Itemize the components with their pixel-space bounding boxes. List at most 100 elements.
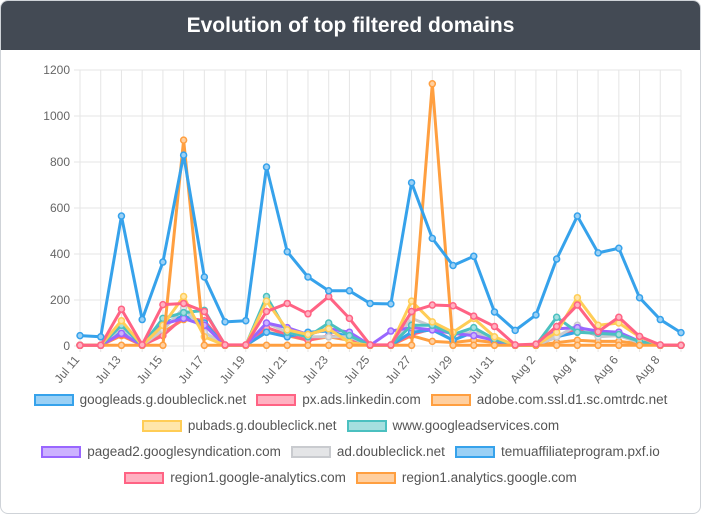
data-point <box>283 247 291 256</box>
legend-item[interactable]: adobe.com.ssl.d1.sc.omtrdc.net <box>430 392 668 407</box>
legend-item[interactable]: googleads.g.doubleclick.net <box>33 392 247 407</box>
data-point <box>159 341 167 350</box>
data-point <box>283 326 291 334</box>
data-point <box>490 308 499 316</box>
chart-title: Evolution of top filtered domains <box>186 13 515 37</box>
data-point <box>324 325 333 333</box>
data-point <box>96 333 105 341</box>
y-tick-label: 400 <box>50 247 70 261</box>
data-point <box>262 163 271 171</box>
legend-item[interactable]: px.ads.linkedin.com <box>256 392 421 407</box>
legend-swatch <box>256 393 297 406</box>
data-point <box>470 312 478 320</box>
x-tick-label: Aug 6 <box>590 353 621 386</box>
data-point <box>490 341 499 350</box>
data-point <box>345 341 354 350</box>
data-point <box>407 178 416 187</box>
legend-item[interactable]: www.googleadservices.com <box>346 418 559 433</box>
x-tick-label: Jul 19 <box>217 353 249 387</box>
data-point <box>656 341 665 349</box>
data-point <box>345 287 354 295</box>
data-point <box>615 330 623 339</box>
legend-label: px.ads.linkedin.com <box>302 392 421 407</box>
data-point <box>387 341 395 349</box>
x-tick-label: Jul 27 <box>383 353 415 387</box>
legend-label: ad.doubleclick.net <box>336 444 445 459</box>
legend-row-1: googleads.g.doubleclick.net px.ads.linke… <box>1 392 700 407</box>
data-point <box>200 341 209 350</box>
legend-swatch <box>141 419 182 432</box>
data-point <box>117 305 126 313</box>
data-point <box>428 318 437 326</box>
data-point <box>262 297 271 305</box>
data-point <box>345 331 354 340</box>
data-point <box>470 331 478 340</box>
data-point <box>324 341 333 350</box>
data-point <box>470 252 478 261</box>
legend-item[interactable]: pagead2.googlesyndication.com <box>41 444 281 459</box>
data-point <box>428 234 437 243</box>
data-point <box>159 258 167 266</box>
data-point <box>407 341 416 350</box>
data-point <box>304 273 312 281</box>
data-point <box>449 341 457 350</box>
data-point <box>262 307 271 316</box>
legend-item[interactable]: region1.analytics.google.com <box>355 470 577 485</box>
data-point <box>677 341 685 350</box>
y-tick-label: 200 <box>50 293 70 307</box>
data-point <box>573 301 582 309</box>
data-point <box>532 340 540 348</box>
series-line <box>79 153 682 339</box>
legend-swatch <box>355 471 396 484</box>
x-tick-label: Jul 21 <box>258 353 290 387</box>
data-point <box>221 341 229 349</box>
data-point <box>635 341 644 350</box>
data-point <box>345 314 354 323</box>
x-tick-label: Jul 29 <box>424 353 456 387</box>
data-point <box>594 249 602 257</box>
data-point <box>262 328 271 336</box>
data-point <box>635 293 644 302</box>
x-tick-label: Aug 2 <box>507 353 538 386</box>
data-point <box>117 329 126 338</box>
data-point <box>283 299 291 308</box>
line-chart[interactable]: 0 200 400 600 800 1000 1200 Jul 11 Jul 13 Jul 15 J… <box>1 50 700 390</box>
legend-label: adobe.com.ssl.d1.sc.omtrdc.net <box>476 392 668 407</box>
data-point <box>324 333 333 341</box>
legend-swatch <box>33 393 74 406</box>
data-point <box>179 136 188 144</box>
legend-row-4: region1.google-analytics.com region1.ana… <box>1 470 700 485</box>
data-point <box>552 255 561 263</box>
legend-item[interactable]: temuaffiliateprogram.pxf.io <box>454 444 660 459</box>
data-point <box>387 327 395 335</box>
data-point <box>511 341 519 349</box>
data-point <box>179 292 188 301</box>
data-point <box>677 328 685 337</box>
x-tick-label: Jul 23 <box>300 353 332 387</box>
data-point <box>76 341 84 350</box>
x-tick-label: Jul 11 <box>52 353 83 386</box>
data-point <box>449 302 457 310</box>
legend-item[interactable]: pubads.g.doubleclick.net <box>141 418 337 433</box>
legend-label: pagead2.googlesyndication.com <box>87 444 281 459</box>
legend-item[interactable]: region1.google-analytics.com <box>124 470 346 485</box>
data-point <box>324 287 333 295</box>
data-point <box>283 341 291 350</box>
data-point <box>304 330 312 339</box>
legend-label: googleads.g.doubleclick.net <box>79 392 247 407</box>
data-point <box>96 341 105 350</box>
data-point <box>366 341 374 349</box>
data-point <box>470 323 478 332</box>
legend-item[interactable]: ad.doubleclick.net <box>290 444 445 459</box>
data-point <box>262 341 271 350</box>
legend-swatch <box>41 445 82 458</box>
x-tick-label: Jul 25 <box>341 353 373 387</box>
data-point <box>117 341 126 350</box>
y-tick-label: 1000 <box>43 109 70 123</box>
data-point <box>635 332 644 341</box>
legend-row-2: pubads.g.doubleclick.net www.googleadser… <box>1 418 700 433</box>
data-point <box>221 318 229 326</box>
legend-label: region1.analytics.google.com <box>401 470 577 485</box>
legend-swatch <box>430 393 471 406</box>
data-point <box>200 307 209 316</box>
